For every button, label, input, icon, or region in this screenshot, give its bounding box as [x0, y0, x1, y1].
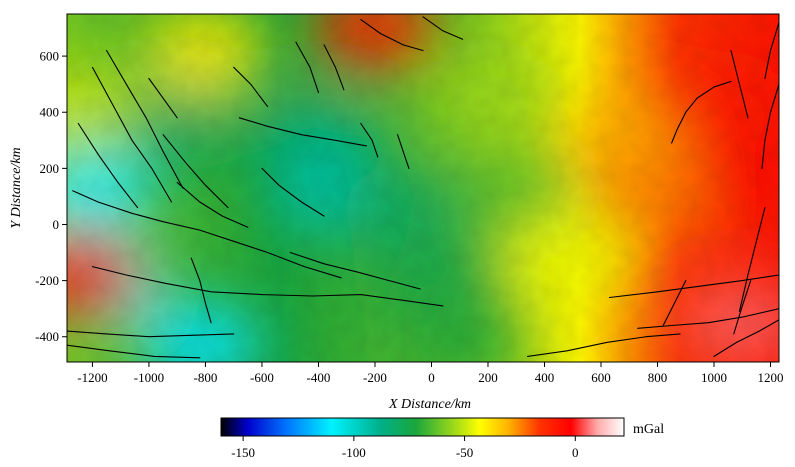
- fault-line: [671, 80, 732, 144]
- x-tick-label: -800: [194, 370, 218, 385]
- x-tick-label: -1000: [134, 370, 164, 385]
- fault-line: [323, 44, 345, 91]
- x-tick-label: 600: [591, 370, 611, 385]
- fault-line: [764, 21, 779, 80]
- fault-line: [190, 257, 212, 324]
- y-tick-label: -200: [35, 273, 59, 288]
- fault-line: [148, 77, 178, 119]
- fault-line: [761, 83, 779, 169]
- anomaly-texture: [67, 14, 779, 362]
- x-tick-label: -600: [250, 370, 274, 385]
- fault-line: [176, 181, 249, 228]
- fault-line: [733, 280, 752, 335]
- x-axis-label: X Distance/km: [388, 397, 471, 412]
- y-axis-label: Y Distance/km: [9, 147, 24, 228]
- x-tick-label: 0: [428, 370, 435, 385]
- fault-line: [295, 41, 320, 94]
- colorbar-unit-label: mGal: [633, 422, 664, 437]
- fault-line: [397, 134, 410, 169]
- y-tick-label: 200: [40, 161, 60, 176]
- colorbar-tick-label: -100: [342, 445, 366, 460]
- colorbar-tick-label: -150: [231, 445, 255, 460]
- x-axis: -1200 -1000 -800 -600 -400 -200 0 200 400 600 800 1…: [77, 362, 784, 385]
- fault-line: [730, 49, 749, 119]
- fault-line: [422, 16, 464, 40]
- fault-line: [713, 319, 779, 357]
- fault-line: [77, 122, 139, 209]
- fault-line: [91, 266, 444, 307]
- fault-line: [608, 274, 779, 299]
- x-tick-label: 800: [648, 370, 668, 385]
- y-tick-label: 400: [40, 105, 60, 120]
- fault-line: [67, 330, 235, 338]
- colorbar-tick-label: 0: [572, 445, 579, 460]
- x-tick-label: 1200: [758, 370, 784, 385]
- x-tick-label: -400: [307, 370, 331, 385]
- colorbar-ticks: -150 -100 -50 0: [231, 436, 579, 460]
- fault-line: [360, 122, 379, 158]
- fault-line: [738, 207, 766, 313]
- x-tick-label: -1200: [77, 370, 107, 385]
- y-tick-label: 0: [53, 217, 60, 232]
- x-tick-label: 400: [535, 370, 555, 385]
- y-axis: -400 -200 0 200 400 600: [35, 49, 67, 344]
- colorbar: -150 -100 -50 0 mGal: [220, 417, 664, 460]
- fault-line: [91, 66, 173, 203]
- x-tick-label: -200: [363, 370, 387, 385]
- fault-line: [106, 49, 184, 189]
- plot-frame: [66, 13, 780, 363]
- fault-line: [72, 190, 342, 279]
- y-tick-label: -400: [35, 329, 59, 344]
- y-tick-label: 600: [40, 49, 60, 64]
- colorbar-tick-label: -50: [456, 445, 473, 460]
- fault-line: [526, 333, 681, 357]
- fault-line: [360, 19, 424, 52]
- x-tick-label: 200: [478, 370, 498, 385]
- map-plot-area: [67, 14, 779, 362]
- fault-line: [233, 66, 269, 108]
- fault-line: [238, 117, 368, 147]
- x-tick-label: 1000: [701, 370, 727, 385]
- fault-line: [261, 167, 325, 217]
- fault-line: [637, 308, 779, 329]
- fault-lines: [67, 16, 779, 359]
- fault-line: [67, 344, 201, 359]
- fault-line: [162, 134, 229, 209]
- fault-line: [289, 251, 421, 290]
- colorbar-ramp: [220, 417, 625, 437]
